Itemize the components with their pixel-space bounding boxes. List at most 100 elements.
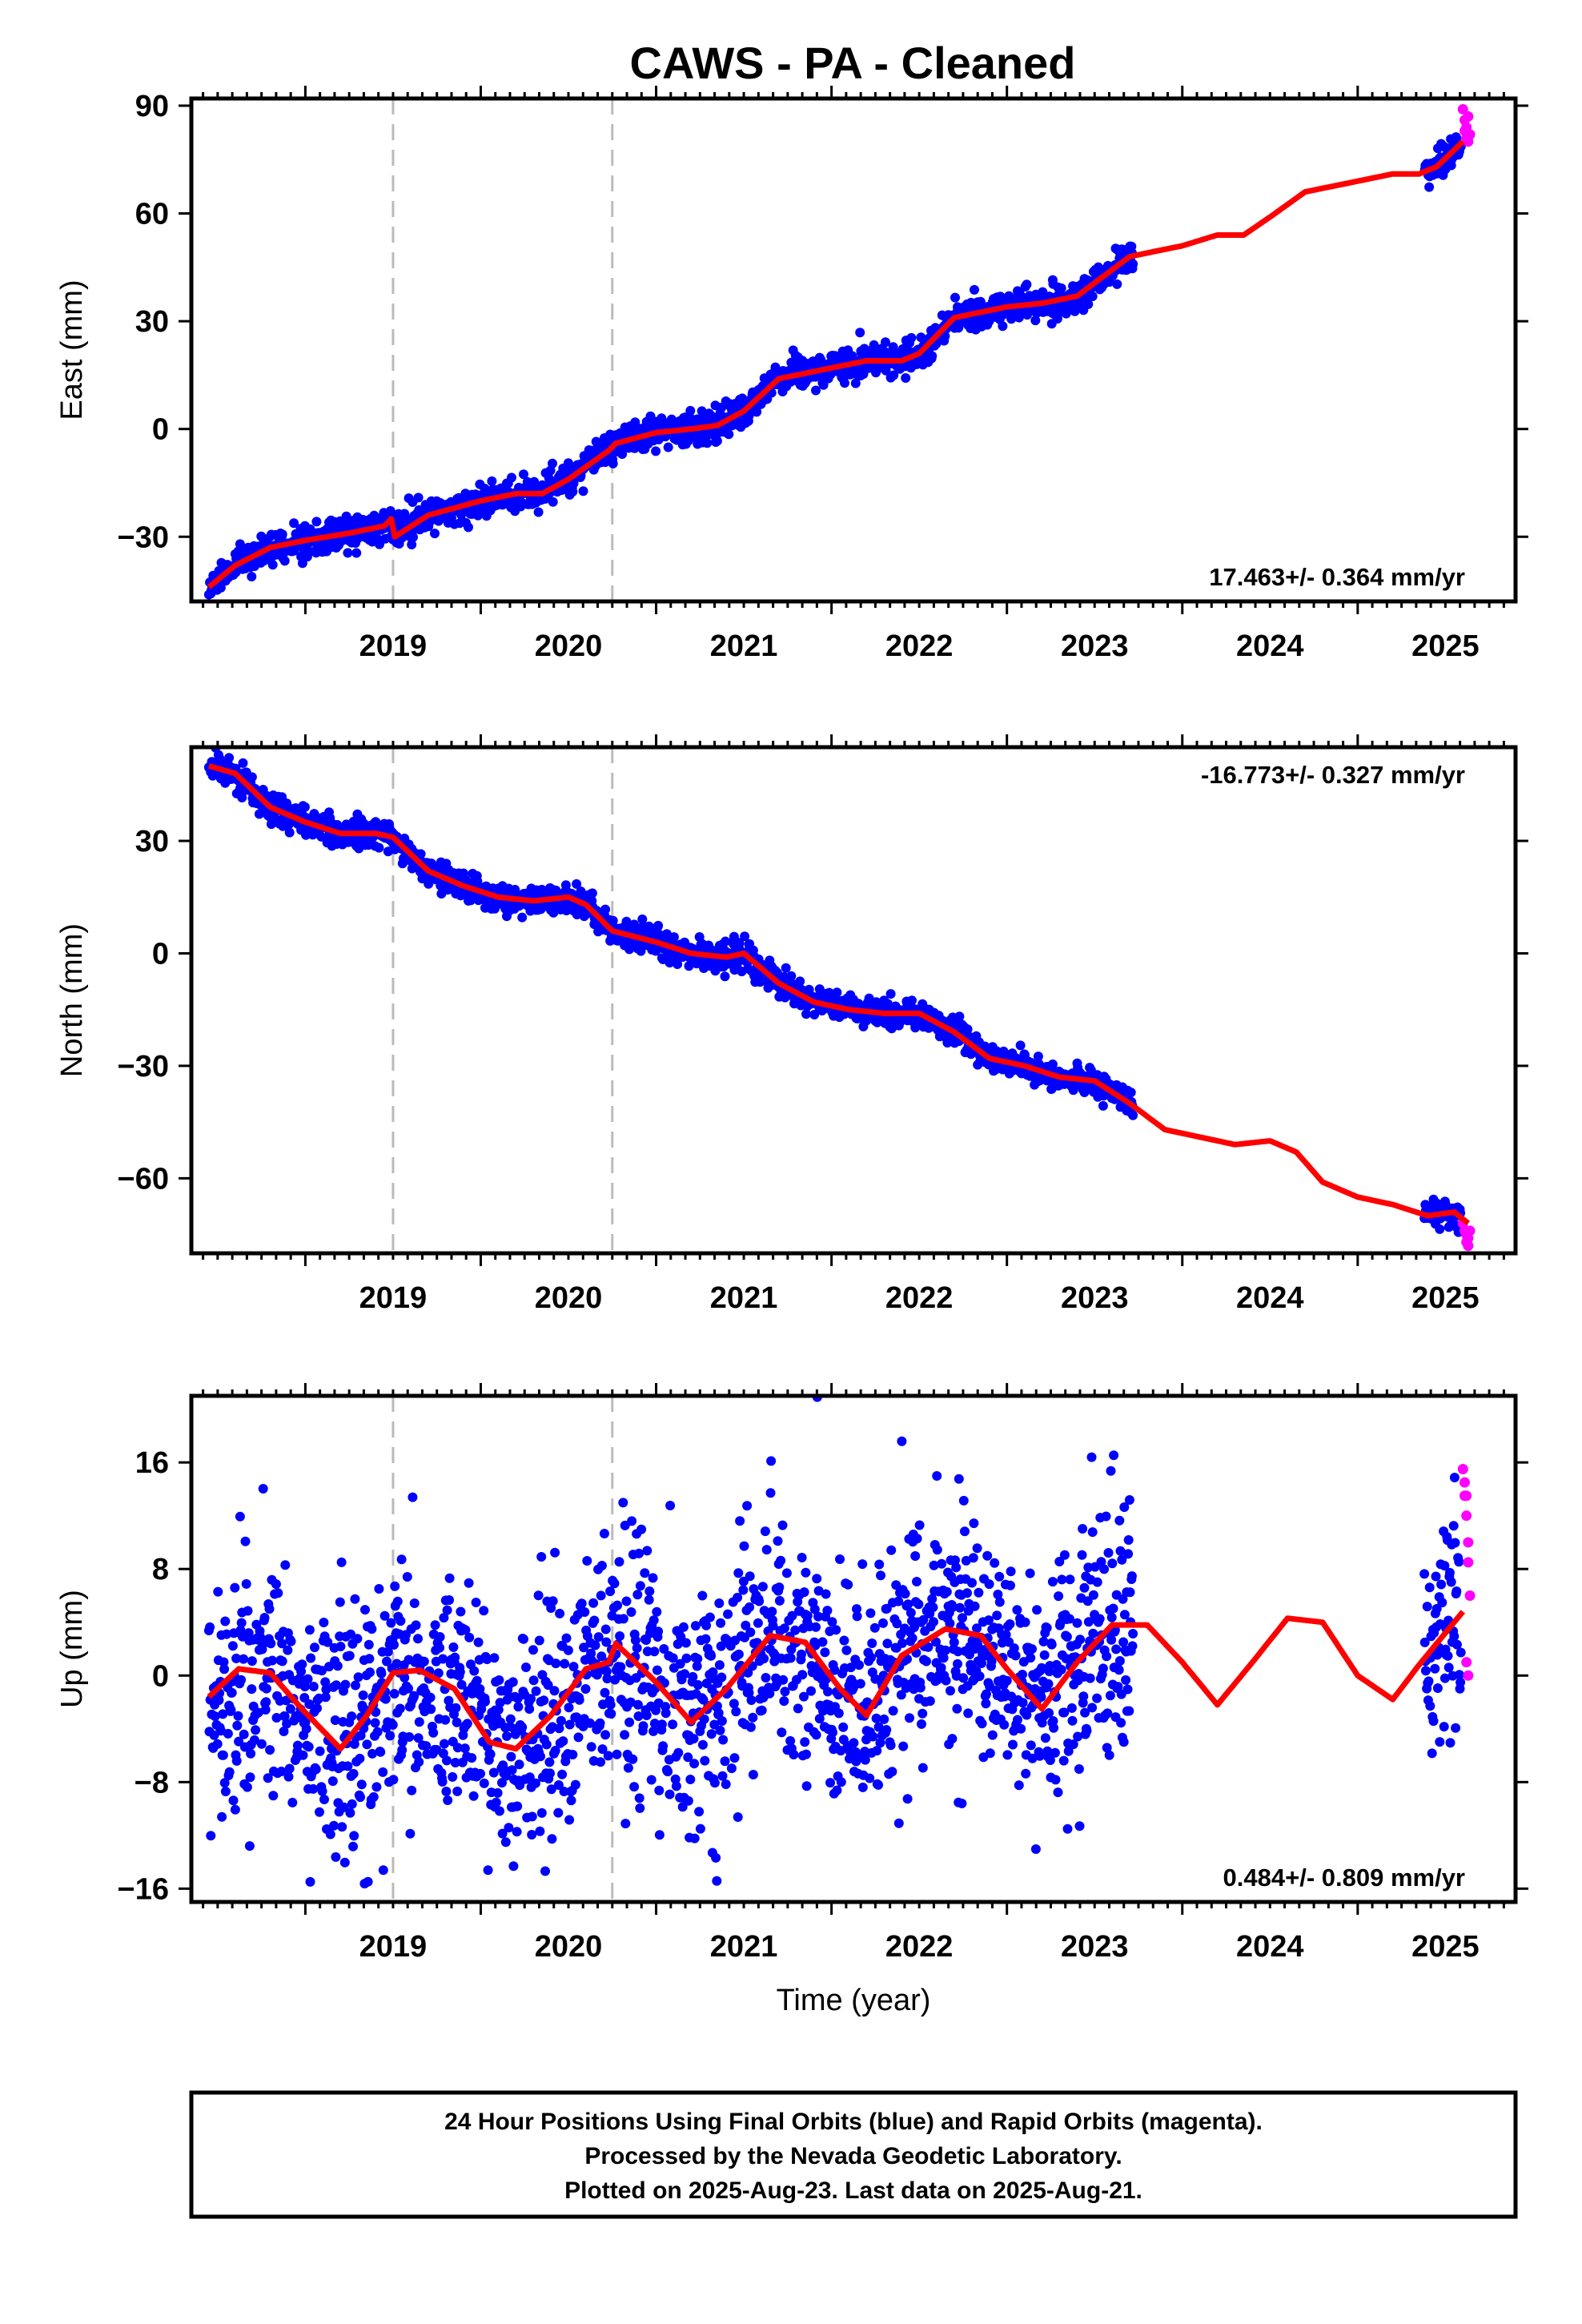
final-orbit-point (673, 1747, 684, 1758)
final-orbit-point (857, 1782, 868, 1792)
final-orbit-point (680, 1669, 690, 1679)
final-orbit-point (608, 458, 618, 468)
final-orbit-point (914, 1520, 925, 1530)
final-orbit-point (735, 1516, 745, 1526)
final-orbit-point (733, 1649, 744, 1659)
final-orbit-point (841, 1645, 852, 1655)
final-orbit-point (887, 1767, 897, 1777)
final-orbit-point (343, 1761, 353, 1771)
final-orbit-point (1424, 182, 1435, 192)
x-tick-label: 2023 (1061, 1281, 1129, 1315)
final-orbit-point (970, 284, 979, 295)
final-orbit-point (797, 1553, 807, 1562)
final-orbit-point (857, 1559, 868, 1570)
final-orbit-point (472, 1675, 482, 1686)
final-orbit-point (283, 1645, 293, 1655)
final-orbit-point (283, 1771, 294, 1782)
final-orbit-point (456, 1606, 466, 1617)
final-orbit-point (483, 1865, 493, 1876)
final-orbit-point (623, 1763, 633, 1773)
x-tick-label: 2025 (1411, 1281, 1480, 1315)
y-tick-label: 0 (152, 413, 169, 447)
final-orbit-point (835, 1554, 845, 1564)
final-orbit-point (797, 1649, 806, 1659)
final-orbit-point (408, 532, 418, 542)
final-orbit-point (921, 1656, 931, 1667)
final-orbit-point (395, 1703, 405, 1714)
final-orbit-point (232, 1720, 243, 1731)
final-orbit-point (802, 1610, 813, 1621)
model-curve (207, 139, 1465, 589)
final-orbit-point (307, 1913, 317, 1923)
final-orbit-point (781, 1568, 792, 1578)
final-orbit-point (547, 1834, 557, 1844)
final-orbit-point (632, 1590, 643, 1600)
final-orbit-point (742, 1501, 753, 1511)
final-orbit-point (590, 1640, 600, 1651)
final-orbit-point (337, 1822, 347, 1832)
y-tick-label: −30 (118, 1050, 169, 1084)
final-orbit-point (557, 1769, 568, 1779)
final-orbit-point (766, 1456, 777, 1466)
final-orbit-point (793, 1703, 803, 1714)
final-orbit-point (907, 995, 917, 1006)
final-orbit-point (224, 753, 235, 763)
final-orbit-point (388, 1775, 399, 1785)
final-orbit-point (241, 1578, 251, 1589)
final-orbit-point (266, 819, 276, 830)
final-orbit-point (548, 458, 557, 468)
east-plot-area (203, 103, 1476, 600)
final-orbit-point (299, 802, 310, 812)
final-orbit-point (311, 517, 322, 527)
final-orbit-point (644, 1586, 655, 1596)
x-tick-label: 2024 (1236, 1281, 1304, 1315)
final-orbit-point (282, 798, 292, 809)
final-orbit-point (795, 976, 805, 987)
final-orbit-point (855, 328, 865, 338)
final-orbit-point (404, 1732, 415, 1742)
final-orbit-point (806, 1686, 816, 1696)
final-orbit-point (421, 1741, 432, 1751)
final-orbit-point (1098, 1100, 1108, 1111)
final-orbit-point (721, 1779, 731, 1789)
final-orbit-point (889, 370, 899, 380)
axes-frame (189, 96, 1518, 604)
final-orbit-point (442, 1605, 452, 1615)
final-orbit-point (811, 385, 821, 396)
final-orbit-point (754, 1596, 765, 1606)
final-orbit-point (634, 1548, 644, 1558)
final-orbit-point (455, 1667, 465, 1677)
final-orbit-point (1083, 299, 1094, 309)
final-orbit-point (774, 1595, 785, 1606)
final-orbit-point (800, 1737, 810, 1747)
final-orbit-point (759, 1654, 769, 1664)
final-orbit-point (570, 1779, 580, 1790)
final-orbit-point (325, 1829, 335, 1839)
final-orbit-point (244, 1841, 255, 1852)
final-orbit-point (649, 1647, 660, 1657)
final-orbit-point (548, 1596, 558, 1606)
final-orbit-point (1087, 292, 1098, 301)
final-orbit-point (694, 1807, 705, 1817)
final-orbit-point (652, 1606, 662, 1617)
final-orbit-point (641, 1711, 652, 1720)
final-orbit-point (564, 1703, 574, 1713)
final-orbit-point (716, 1618, 726, 1628)
final-orbit-point (479, 1606, 489, 1616)
final-orbit-point (491, 1797, 501, 1807)
final-orbit-point (315, 1807, 324, 1817)
final-orbit-point (832, 1785, 842, 1795)
final-orbit-point (586, 1742, 596, 1752)
final-orbit-point (471, 1598, 481, 1607)
final-orbit-point (600, 904, 611, 915)
final-orbit-point (460, 1743, 470, 1754)
final-orbit-point (243, 1606, 253, 1616)
final-orbit-point (605, 1699, 616, 1710)
final-orbit-point (869, 1622, 880, 1633)
final-orbit-point (745, 1722, 756, 1732)
final-orbit-point (681, 1638, 691, 1648)
final-orbit-point (720, 1756, 730, 1767)
final-orbit-point (206, 1831, 216, 1841)
final-orbit-point (360, 1605, 370, 1615)
final-orbit-point (576, 1598, 587, 1609)
